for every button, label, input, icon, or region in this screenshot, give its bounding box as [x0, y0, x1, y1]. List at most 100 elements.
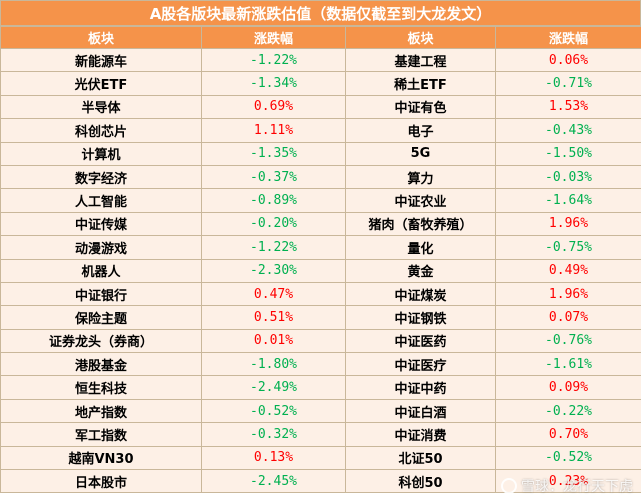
sector-name-right: 北证50: [345, 445, 496, 471]
change-value-right: 0.70%: [495, 422, 641, 447]
sector-change-table: 板块 涨跌幅 板块 涨跌幅 新能源车 -1.22% 基建工程 0.06% 光伏ETF -1…: [0, 26, 641, 494]
table-body: 新能源车 -1.22% 基建工程 0.06% 光伏ETF -1.34% 稀土ETF -0.71…: [0, 47, 641, 494]
sector-name-right: 量化: [345, 235, 496, 260]
change-value-right: -0.76%: [495, 328, 641, 354]
sector-name-left: 计算机: [0, 141, 202, 166]
sector-name-left: 动漫游戏: [0, 235, 202, 260]
sector-name-right: 中证钢铁: [345, 305, 496, 330]
change-value-right: 0.49%: [495, 258, 641, 283]
table-row: 新能源车 -1.22% 基建工程 0.06%: [0, 47, 641, 73]
change-value-right: 0.23%: [495, 469, 641, 494]
table-row: 越南VN30 0.13% 北证50 -0.52%: [0, 445, 641, 471]
change-value-right: 0.09%: [495, 375, 641, 400]
change-value-right: 1.53%: [495, 94, 641, 120]
change-value-left: 1.11%: [201, 118, 346, 143]
table-row: 半导体 0.69% 中证有色 1.53%: [0, 94, 641, 120]
sector-name-right: 基建工程: [345, 47, 496, 73]
snowball-logo-icon: [501, 478, 517, 494]
header-change-left: 涨跌幅: [201, 26, 346, 49]
change-value-right: -0.71%: [495, 71, 641, 96]
header-sector-right: 板块: [345, 26, 496, 49]
change-value-left: -0.52%: [201, 398, 346, 424]
change-value-right: 1.96%: [495, 281, 641, 307]
change-value-right: -0.75%: [495, 235, 641, 260]
sector-name-left: 越南VN30: [0, 445, 202, 471]
sector-name-right: 中证中药: [345, 375, 496, 400]
table-row: 保险主题 0.51% 中证钢铁 0.07%: [0, 305, 641, 330]
sector-name-right: 中证煤炭: [345, 281, 496, 307]
table-row: 日本股市 -2.45% 科创50 0.23%: [0, 469, 641, 494]
table-row: 证券龙头（券商） 0.01% 中证医药 -0.76%: [0, 328, 641, 354]
table-row: 中证传媒 -0.20% 猪肉（畜牧养殖） 1.96%: [0, 211, 641, 237]
change-value-left: 0.47%: [201, 281, 346, 307]
header-sector-left: 板块: [0, 26, 202, 49]
sector-name-right: 中证农业: [345, 188, 496, 213]
header-row: 板块 涨跌幅 板块 涨跌幅: [0, 26, 641, 49]
table-row: 数字经济 -0.37% 算力 -0.03%: [0, 164, 641, 190]
change-value-left: -0.37%: [201, 164, 346, 190]
table-row: 动漫游戏 -1.22% 量化 -0.75%: [0, 235, 641, 260]
sector-name-left: 恒生科技: [0, 375, 202, 400]
change-value-right: -0.52%: [495, 445, 641, 471]
change-value-left: -0.32%: [201, 422, 346, 447]
table-row: 光伏ETF -1.34% 稀土ETF -0.71%: [0, 71, 641, 96]
change-value-right: -1.64%: [495, 188, 641, 213]
sector-name-left: 中证银行: [0, 281, 202, 307]
change-value-left: -1.22%: [201, 235, 346, 260]
sector-name-left: 人工智能: [0, 188, 202, 213]
sector-name-left: 军工指数: [0, 422, 202, 447]
watermark: 雪球：龙行天下虎: [501, 476, 633, 496]
sector-name-right: 算力: [345, 164, 496, 190]
sector-name-left: 保险主题: [0, 305, 202, 330]
sector-name-right: 中证医药: [345, 328, 496, 354]
change-value-left: -0.20%: [201, 211, 346, 237]
sector-name-right: 科创50: [345, 469, 496, 494]
change-value-left: -2.49%: [201, 375, 346, 400]
header-change-right: 涨跌幅: [495, 26, 641, 49]
table-title: A股各版块最新涨跌估值（数据仅截至到大龙发文）: [0, 0, 641, 26]
change-value-left: -0.89%: [201, 188, 346, 213]
change-value-right: -0.22%: [495, 398, 641, 424]
sector-name-left: 科创芯片: [0, 118, 202, 143]
table-row: 恒生科技 -2.49% 中证中药 0.09%: [0, 375, 641, 400]
change-value-left: 0.69%: [201, 94, 346, 120]
sector-name-left: 光伏ETF: [0, 71, 202, 96]
sector-name-right: 中证有色: [345, 94, 496, 120]
sector-name-right: 中证医疗: [345, 352, 496, 377]
table-row: 军工指数 -0.32% 中证消费 0.70%: [0, 422, 641, 447]
sector-name-left: 半导体: [0, 94, 202, 120]
change-value-right: 1.96%: [495, 211, 641, 237]
sector-name-left: 港股基金: [0, 352, 202, 377]
sector-name-right: 中证消费: [345, 422, 496, 447]
change-value-left: -2.30%: [201, 258, 346, 283]
sector-name-right: 猪肉（畜牧养殖）: [345, 211, 496, 237]
change-value-left: -1.80%: [201, 352, 346, 377]
sector-name-right: 稀土ETF: [345, 71, 496, 96]
table-row: 人工智能 -0.89% 中证农业 -1.64%: [0, 188, 641, 213]
change-value-left: -1.22%: [201, 47, 346, 73]
table-row: 科创芯片 1.11% 电子 -0.43%: [0, 118, 641, 143]
sector-name-right: 黄金: [345, 258, 496, 283]
change-value-left: -1.34%: [201, 71, 346, 96]
change-value-left: 0.01%: [201, 328, 346, 354]
change-value-left: 0.51%: [201, 305, 346, 330]
change-value-right: -0.43%: [495, 118, 641, 143]
change-value-right: -1.61%: [495, 352, 641, 377]
sector-name-left: 中证传媒: [0, 211, 202, 237]
change-value-left: 0.13%: [201, 445, 346, 471]
sector-name-left: 数字经济: [0, 164, 202, 190]
change-value-left: -2.45%: [201, 469, 346, 494]
change-value-right: -0.03%: [495, 164, 641, 190]
sector-name-right: 5G: [345, 141, 496, 166]
change-value-right: 0.07%: [495, 305, 641, 330]
table-row: 地产指数 -0.52% 中证白酒 -0.22%: [0, 398, 641, 424]
table-row: 港股基金 -1.80% 中证医疗 -1.61%: [0, 352, 641, 377]
sector-name-left: 日本股市: [0, 469, 202, 494]
table-row: 机器人 -2.30% 黄金 0.49%: [0, 258, 641, 283]
change-value-right: -1.50%: [495, 141, 641, 166]
sector-name-left: 新能源车: [0, 47, 202, 73]
sector-name-right: 中证白酒: [345, 398, 496, 424]
sector-name-left: 机器人: [0, 258, 202, 283]
table-row: 计算机 -1.35% 5G -1.50%: [0, 141, 641, 166]
